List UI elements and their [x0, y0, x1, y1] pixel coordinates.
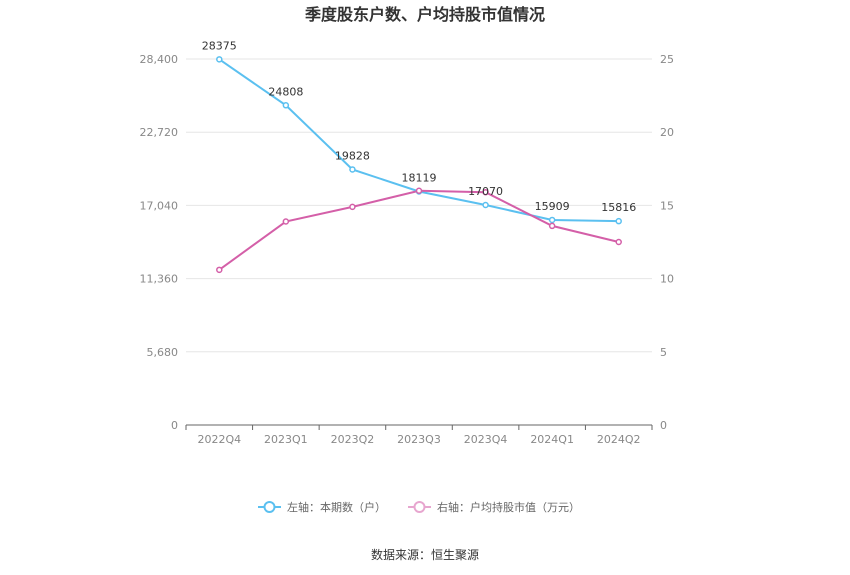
- data-point-left: [216, 56, 223, 63]
- series-line-left: [218, 58, 619, 223]
- data-label: 18119: [402, 171, 437, 184]
- x-tick-label: 2023Q1: [264, 433, 308, 446]
- legend-item-right[interactable]: 右轴：户均持股市值（万元）: [408, 500, 580, 514]
- x-tick-label: 2022Q4: [197, 433, 241, 446]
- y-left-tick-label: 5,680: [147, 346, 179, 359]
- x-tick-label: 2023Q3: [397, 433, 441, 446]
- data-label: 24808: [268, 85, 303, 98]
- data-label: 19828: [335, 149, 370, 162]
- chart-title: 季度股东户数、户均持股市值情况: [304, 5, 545, 24]
- y-right-tick-label: 15: [660, 199, 674, 212]
- y-left-tick-label: 22,720: [140, 126, 179, 139]
- grid: [186, 58, 652, 353]
- y-left-tick-label: 28,400: [140, 53, 179, 66]
- data-point-left: [615, 217, 622, 225]
- data-label: 15909: [535, 200, 570, 213]
- data-point-left: [548, 216, 556, 224]
- x-tick-label: 2024Q2: [597, 433, 641, 446]
- data-label: 15816: [601, 201, 636, 214]
- source-note: 数据来源：恒生聚源: [371, 547, 479, 562]
- data-point-right: [216, 266, 223, 274]
- x-tick-label: 2024Q1: [530, 433, 574, 446]
- y-right-tick-label: 25: [660, 53, 674, 66]
- data-point-left: [349, 166, 356, 173]
- y-right-tick-label: 10: [660, 273, 674, 286]
- y-left-tick-label: 17,040: [140, 199, 179, 212]
- y-right-tick-label: 5: [660, 346, 667, 359]
- data-point-right: [615, 238, 622, 246]
- data-point-left: [282, 102, 290, 109]
- data-point-left: [482, 201, 489, 209]
- legend-item-left[interactable]: 左轴：本期数（户）: [258, 500, 386, 514]
- legend: 左轴：本期数（户） 右轴：户均持股市值（万元）: [258, 500, 580, 514]
- y-right-tick-label: 20: [660, 126, 674, 139]
- data-label: 17070: [468, 185, 503, 198]
- x-tick-label: 2023Q4: [464, 433, 508, 446]
- legend-swatch-marker: [263, 501, 276, 513]
- legend-label-right: 右轴：户均持股市值（万元）: [437, 500, 580, 514]
- data-point-right: [349, 203, 356, 211]
- data-point-right: [282, 218, 290, 225]
- y-left-tick-label: 11,360: [140, 273, 179, 286]
- data-point-right: [548, 222, 556, 230]
- x-tick-label: 2023Q2: [331, 433, 375, 446]
- y-right-tick-label: 0: [660, 419, 667, 432]
- y-left-tick-label: 0: [171, 419, 178, 432]
- series-layer: 28375 24808 19828 18119 17070 15909 15816: [202, 39, 636, 274]
- axes: 0 5,680 11,360 17,040 22,720 28,400 0 5 10 15 20 25…: [140, 53, 675, 446]
- data-label: 28375: [202, 39, 237, 52]
- legend-swatch-marker: [413, 501, 426, 513]
- legend-label-left: 左轴：本期数（户）: [287, 500, 386, 514]
- data-point-right: [482, 188, 489, 196]
- data-point-right: [415, 187, 423, 195]
